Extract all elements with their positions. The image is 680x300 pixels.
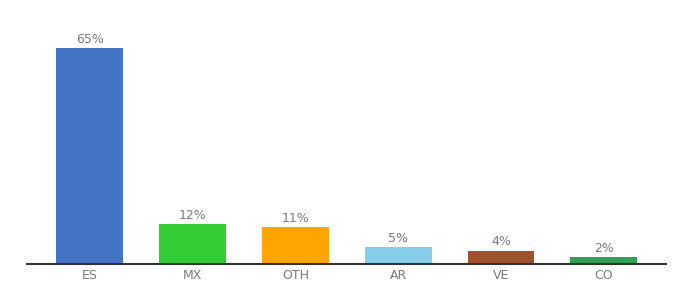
Bar [468, 251, 534, 264]
Bar [364, 248, 432, 264]
Bar [571, 257, 637, 264]
Bar [159, 224, 226, 264]
Text: 11%: 11% [282, 212, 309, 225]
Text: 65%: 65% [75, 32, 103, 46]
Text: 2%: 2% [594, 242, 614, 255]
Text: 5%: 5% [388, 232, 408, 245]
Bar [56, 48, 123, 264]
Text: 4%: 4% [491, 235, 511, 248]
Bar [262, 227, 329, 264]
Text: 12%: 12% [179, 208, 207, 221]
